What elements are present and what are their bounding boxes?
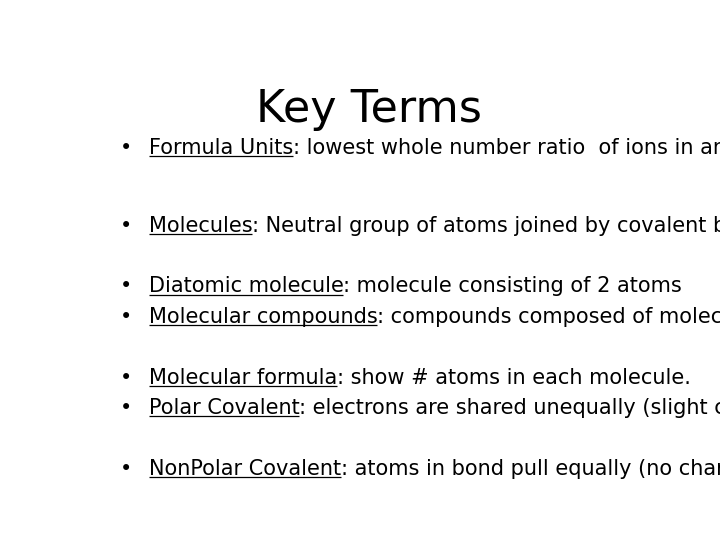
Text: •: • — [120, 398, 132, 418]
Text: •: • — [120, 458, 132, 478]
Text: : molecule consisting of 2 atoms: : molecule consisting of 2 atoms — [343, 276, 683, 296]
Text: Molecular compounds: Molecular compounds — [148, 307, 377, 327]
Text: Diatomic molecule: Diatomic molecule — [148, 276, 343, 296]
Text: NonPolar Covalent: NonPolar Covalent — [148, 458, 341, 478]
Text: : Neutral group of atoms joined by covalent bonds: : Neutral group of atoms joined by coval… — [252, 216, 720, 236]
Text: : atoms in bond pull equally (no charge): : atoms in bond pull equally (no charge) — [341, 458, 720, 478]
Text: •: • — [120, 138, 132, 158]
Text: Molecular formula: Molecular formula — [148, 368, 337, 388]
Text: •: • — [120, 368, 132, 388]
Text: : electrons are shared unequally (slight charges): : electrons are shared unequally (slight… — [300, 398, 720, 418]
Text: : show # atoms in each molecule.: : show # atoms in each molecule. — [337, 368, 690, 388]
Text: Molecules: Molecules — [148, 216, 252, 236]
Text: Polar Covalent: Polar Covalent — [148, 398, 300, 418]
Text: •: • — [120, 307, 132, 327]
Text: •: • — [120, 276, 132, 296]
Text: : lowest whole number ratio  of ions in an ionic compound: : lowest whole number ratio of ions in a… — [293, 138, 720, 158]
Text: Key Terms: Key Terms — [256, 87, 482, 131]
Text: : compounds composed of molecules (2 or more different nonmetals): : compounds composed of molecules (2 or … — [377, 307, 720, 327]
Text: Formula Units: Formula Units — [148, 138, 293, 158]
Text: •: • — [120, 216, 132, 236]
